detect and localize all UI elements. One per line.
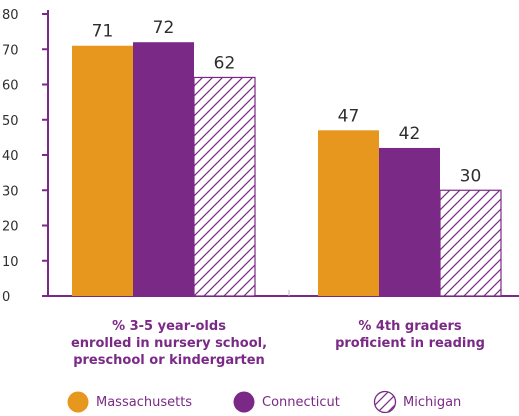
legend-swatch-massachusetts — [67, 391, 89, 413]
legend-label: Michigan — [403, 395, 461, 410]
category-label: % 4th graders — [358, 319, 462, 334]
value-label: 42 — [399, 124, 421, 144]
y-tick-label: 60 — [2, 79, 19, 94]
value-label: 62 — [214, 53, 236, 73]
bar-massachusetts-group-2 — [318, 130, 379, 296]
bar-michigan-group-1 — [193, 76, 256, 297]
value-label: 30 — [460, 166, 482, 186]
category-label: preschool or kindergarten — [73, 353, 265, 368]
y-tick-label: 30 — [2, 184, 19, 199]
y-tick-label: 70 — [2, 43, 19, 58]
labels: 71 72 62 % 3-5 year-olds enrolled in nursery… — [71, 18, 485, 368]
value-label: 47 — [338, 106, 360, 126]
y-tick-label: 50 — [2, 114, 19, 129]
legend-swatch-michigan — [373, 390, 397, 414]
y-tick-label: 10 — [2, 255, 19, 270]
y-tick-label: 80 — [2, 8, 19, 23]
category-label: % 3-5 year-olds — [112, 319, 226, 334]
category-label: enrolled in nursery school, — [71, 336, 267, 351]
value-label: 71 — [92, 22, 114, 42]
bar-connecticut-group-2 — [379, 147, 440, 296]
bar-massachusetts-group-1 — [72, 45, 133, 296]
legend: Massachusetts Connecticut Michigan — [67, 390, 461, 414]
bars — [72, 42, 502, 297]
y-tick-label: 40 — [2, 149, 19, 164]
bar-connecticut-group-1 — [133, 42, 194, 297]
y-tick-label: 0 — [2, 290, 10, 305]
value-label: 72 — [153, 18, 175, 38]
legend-label: Connecticut — [262, 395, 340, 410]
bar-michigan-group-2 — [439, 189, 502, 297]
legend-label: Massachusetts — [96, 395, 192, 410]
y-tick-label: 20 — [2, 220, 19, 235]
legend-swatch-connecticut — [233, 391, 255, 413]
category-label: proficient in reading — [335, 336, 485, 351]
